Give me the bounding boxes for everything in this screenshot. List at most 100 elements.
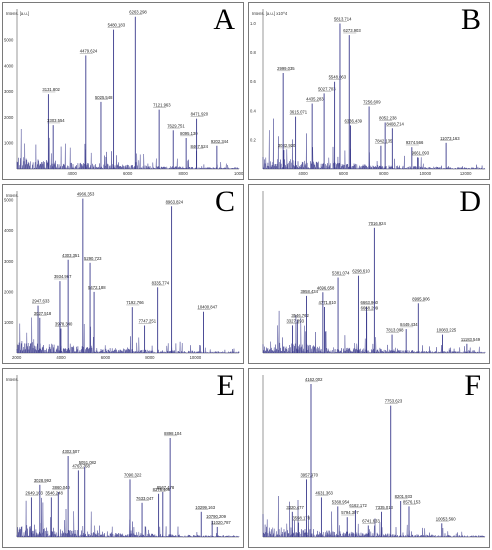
peak-label: 4696.658 [317,285,335,290]
y-tick-label: 2000 [4,289,14,294]
peak-label: 7753.623 [385,399,403,404]
peak-label: 4631.363 [315,490,333,495]
peak-label: 4479.624 [80,48,98,53]
peak-label: 9202.344 [211,139,229,144]
x-tick-label: 4000 [68,171,78,176]
y-tick-label: 0.6 [250,79,256,84]
y-tick-label: 5000 [4,198,14,203]
peak-label: 5813.714 [334,17,352,22]
peak-label: 2649.103 [25,490,43,495]
peak-label: 3615.071 [290,110,308,115]
peak-label: 3327.393 [286,318,304,323]
y-axis-title: Intens. [a.u.] x10^4 [252,11,288,16]
panel-letter-c: C [214,185,235,218]
peak-label: 5381.074 [332,271,350,276]
peak-label: 7747.251 [139,318,157,323]
panel-letter-a: A [213,3,235,36]
panel-letter-b: B [460,3,481,36]
x-tick-label: 8000 [179,171,189,176]
peak-label: 6263.298 [129,10,147,15]
peak-label: 7633.047 [136,496,154,501]
peak-label: 8201.933 [395,494,413,499]
peak-label: 10083.225 [436,328,456,333]
peak-label: 3303.554 [47,118,65,123]
x-tick-label: 8000 [379,171,389,176]
peak-label: 5794.307 [341,510,359,515]
peak-label: 11073.163 [440,136,460,141]
peak-label: 4966.353 [77,192,95,197]
peak-label: 6273.903 [343,28,361,33]
x-tick-label: 10000 [234,171,243,176]
x-tick-label: 4000 [56,355,66,360]
peak-label: 5027.703 [318,86,336,91]
y-tick-label: 1.0 [250,21,256,26]
x-tick-label: 6000 [101,355,111,360]
peak-label: 7629.751 [167,123,185,128]
peak-label: 4435.283 [306,97,324,102]
peak-label: 3131.802 [42,87,60,92]
peak-label: 4763.768 [72,463,90,468]
y-tick-label: 1000 [4,141,14,146]
spectrum-baseline [16,317,240,354]
y-tick-label: 3000 [4,259,14,264]
spectrum-panel-f: 3320.477 3598.178 3957.970 4162.002 4631.363… [248,368,490,548]
peak-label: 8963.824 [166,199,184,204]
peak-label: 4302.507 [62,449,80,454]
peak-label: 5472.188 [88,285,106,290]
peak-label: 8471.920 [191,112,209,117]
peak-label: 3028.992 [34,478,52,483]
spectrum-plot-f: 3320.477 3598.178 3957.970 4162.002 4631.363… [262,375,486,538]
peak-label: 3032.920 [278,143,296,148]
x-tick-label: 6000 [123,171,133,176]
peak-label: 10299.163 [195,505,215,510]
spectrum-baseline [262,495,486,538]
peak-label: 8567.478 [157,485,175,490]
peak-label: 3957.970 [300,472,318,477]
peak-label: 10790.209 [206,514,226,519]
peak-label: 3320.477 [286,505,304,510]
spectrum-plot-c: Intens. 2000 4000 6000 8000 10000 1000 2000 3000… [4,191,240,360]
y-tick-label: 0.4 [250,108,256,113]
spectrum-baseline [16,497,240,538]
peak-label: 9661.093 [412,150,430,155]
y-tick-label: 0.8 [250,50,256,55]
spectrum-baseline [16,128,240,170]
peak-label: 6741.633 [362,518,380,523]
peak-label: 6663.960 [361,300,379,305]
peak-label: 6336.439 [345,118,363,123]
panel-letter-d: D [459,185,481,218]
peak-label: 3546.762 [291,313,309,318]
peak-label: 8467.524 [190,144,208,149]
peak-label: 6668.299 [361,306,379,311]
x-tick-label: 4000 [298,171,308,176]
peak-label: 8408.714 [386,121,404,126]
spectrum-baseline [262,118,486,170]
x-tick-label: 6000 [339,171,349,176]
peak-label: 8052.238 [379,115,397,120]
y-axis-title: Intens. [6,377,19,382]
spectrum-panel-b: Intens. [a.u.] x10^4 4000 6000 8000 10000 120… [248,2,490,180]
peak-label: 7256.609 [363,99,381,104]
x-tick-label: 2000 [12,355,22,360]
peak-label: 7842.135 [375,139,393,144]
peak-label: 4771.810 [319,300,337,305]
peak-label: 11020.787 [211,520,231,525]
peak-label: 5480.183 [108,23,126,28]
peak-label: 5290.723 [84,256,102,261]
x-tick-label: 12000 [460,171,472,176]
peak-label: 6162.172 [349,503,367,508]
peak-label: 8378.406 [153,487,171,492]
peak-label: 3978.340 [55,322,73,327]
spectrum-plot-a: Intens. [a.u.] 4000 6000 8000 10000 1000 2000 3… [4,9,243,176]
peak-label: 3598.178 [292,516,310,521]
peak-label: 7335.013 [375,505,393,510]
peak-label: 3958.434 [300,289,318,294]
y-axis-title: Intens. [a.u.] [6,11,29,16]
peak-label: 5368.954 [332,499,350,504]
peak-label: 10053.560 [436,516,456,521]
peak-label: 8335.774 [152,280,170,285]
y-tick-label: 1000 [4,320,14,325]
peak-label: 4162.002 [305,377,323,382]
spectrum-plot-b: Intens. [a.u.] x10^4 4000 6000 8000 10000 120… [250,9,486,176]
